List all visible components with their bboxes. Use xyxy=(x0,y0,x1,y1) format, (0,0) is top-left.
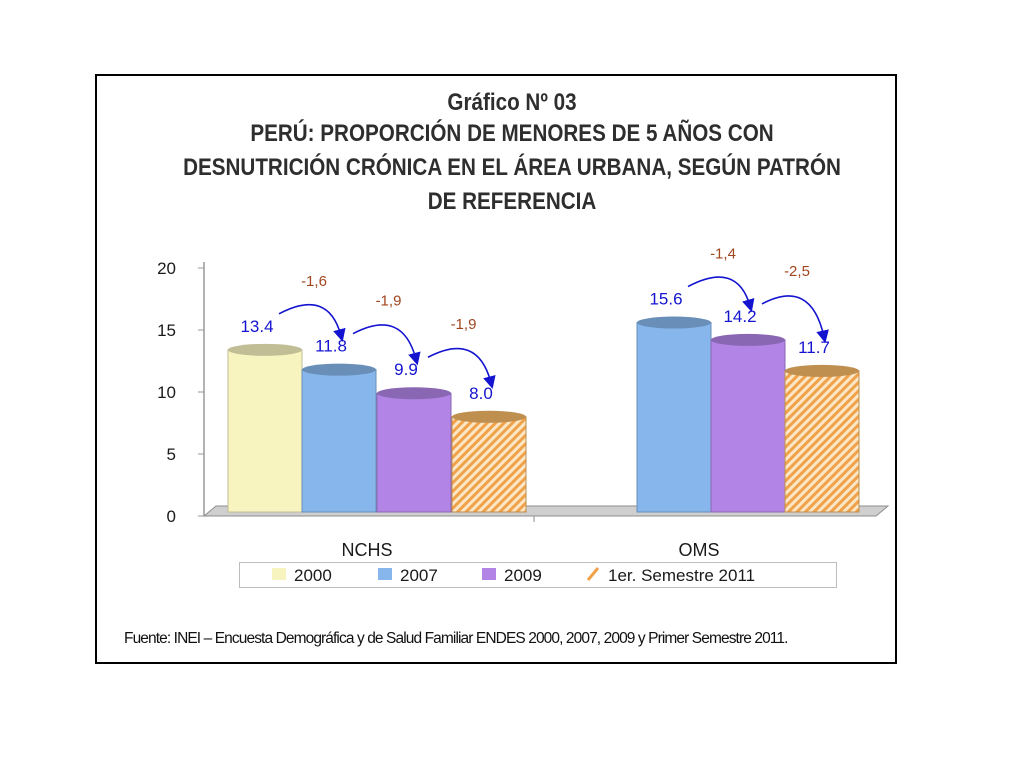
change-label: -1,6 xyxy=(301,273,327,290)
legend-swatch xyxy=(586,567,600,581)
chart-title-line-3: DE REFERENCIA xyxy=(427,188,597,215)
change-arrow xyxy=(352,324,421,366)
data-label: 13.4 xyxy=(240,317,273,336)
bar-top xyxy=(228,343,302,356)
y-tick-label: 20 xyxy=(157,259,176,278)
data-label: 14.2 xyxy=(723,307,756,326)
bar-top xyxy=(711,333,785,346)
bar xyxy=(376,392,452,513)
legend-swatch xyxy=(378,568,392,580)
legend-swatch xyxy=(272,568,286,580)
y-tick-label: 10 xyxy=(157,383,176,402)
data-label: 11.8 xyxy=(315,337,347,356)
change-label: -1,4 xyxy=(710,246,736,263)
x-category-label: NCHS xyxy=(341,540,392,560)
source-note: Fuente: INEI – Encuesta Demográfica y de… xyxy=(124,630,788,647)
change-label: -2,5 xyxy=(784,263,810,280)
bar xyxy=(710,339,786,513)
bar-top xyxy=(302,363,376,376)
y-tick-label: 0 xyxy=(167,507,176,526)
bar xyxy=(636,322,712,513)
bar-top xyxy=(785,364,859,377)
y-tick-label: 5 xyxy=(167,445,176,464)
x-category-label: OMS xyxy=(678,540,719,560)
data-label: 15.6 xyxy=(649,290,682,309)
legend-label: 2000 xyxy=(294,566,332,585)
chart-title-line-2: DESNUTRICIÓN CRÓNICA EN EL ÁREA URBANA, … xyxy=(183,154,841,181)
legend-label: 2007 xyxy=(400,566,438,585)
bar-top xyxy=(377,387,451,400)
bar xyxy=(301,369,377,513)
change-label: -1,9 xyxy=(451,316,477,333)
chart-number: Gráfico Nº 03 xyxy=(447,89,577,116)
data-label: 11.7 xyxy=(798,338,830,357)
legend-label: 1er. Semestre 2011 xyxy=(608,566,755,585)
change-arrow xyxy=(761,295,829,344)
bar-top xyxy=(637,316,711,329)
change-arrow xyxy=(427,347,496,389)
change-label: -1,9 xyxy=(376,293,402,310)
data-label: 9.9 xyxy=(394,360,418,379)
change-arrow xyxy=(278,304,346,342)
legend-label: 2009 xyxy=(504,566,542,585)
data-label: 8.0 xyxy=(469,384,493,403)
bar xyxy=(784,370,860,513)
bar xyxy=(451,416,527,513)
legend-swatch xyxy=(482,568,496,580)
legend-frame xyxy=(239,562,837,588)
bar-top xyxy=(452,410,526,423)
y-tick-label: 15 xyxy=(157,321,176,340)
bar xyxy=(227,349,303,513)
change-arrow xyxy=(687,276,755,313)
chart-title-line-1: PERÚ: PROPORCIÓN DE MENORES DE 5 AÑOS CO… xyxy=(250,120,774,147)
